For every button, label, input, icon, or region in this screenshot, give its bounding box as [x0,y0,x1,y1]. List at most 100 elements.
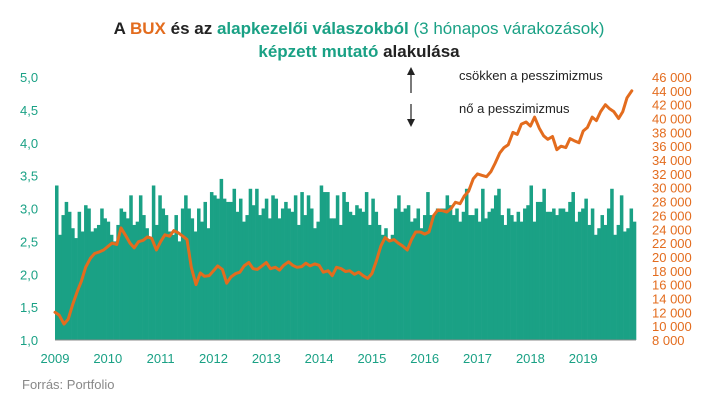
bar [587,224,592,340]
chart-title-line-2: képzett mutató alakulása [258,42,460,61]
title-part: A [114,19,130,38]
bar [222,198,227,340]
bar [552,208,556,340]
title-part: alapkezelői válaszokból [217,19,409,38]
bar [332,218,337,340]
right-tick-label: 32 000 [652,167,692,182]
bar [610,188,614,340]
bar [390,234,395,340]
left-tick-label: 4,5 [20,103,38,118]
bar [316,221,320,340]
bar [306,195,311,340]
bar [132,224,136,340]
right-tick-label: 24 000 [652,222,692,237]
right-tick-label: 40 000 [652,112,692,127]
bar [61,215,65,340]
bar [226,201,230,340]
bar [268,218,272,340]
bar [558,208,563,340]
right-tick-label: 42 000 [652,98,692,113]
bar [442,208,446,340]
pessimism-arrows [407,67,415,127]
right-tick-label: 26 000 [652,208,692,223]
bar [113,241,117,341]
bar [484,218,488,340]
bar [435,208,440,340]
bar [426,192,430,340]
bar [87,208,91,340]
bar [400,211,404,340]
bar [80,231,85,340]
bar [203,201,208,340]
right-tick-label: 34 000 [652,153,692,168]
x-tick-label: 2009 [41,351,70,366]
bar [364,192,369,340]
bar [93,228,98,340]
bar [329,218,333,340]
bar [555,215,559,340]
bar [584,198,588,340]
bar [594,234,598,340]
bar [167,231,172,340]
left-tick-label: 1,0 [20,333,38,348]
bar [474,208,479,340]
bar [129,195,133,340]
x-tick-label: 2014 [305,351,334,366]
bar [77,211,82,340]
x-axis-ticks: 2009 2010 2011 2012 2013 2014 2015 2016 2017 2018… [41,351,598,366]
bar [103,218,107,340]
right-tick-label: 28 000 [652,195,692,210]
bar [629,208,634,340]
bar [58,234,62,340]
right-tick-label: 22 000 [652,236,692,251]
bar [209,192,214,340]
bar [90,231,95,340]
bar [513,221,517,340]
bar [577,211,582,340]
bar [64,201,69,340]
bar [416,208,421,340]
bar [464,188,469,340]
title-part: képzett mutató [258,42,378,61]
bar [590,208,595,340]
bar [564,211,569,340]
bar [519,221,524,340]
bar [432,215,437,340]
right-tick-label: 10 000 [652,319,692,334]
bar [413,218,417,340]
bar [523,208,527,340]
bar [187,208,191,340]
bar [419,228,424,340]
bar [477,221,482,340]
bar [229,201,233,340]
bar [422,215,427,340]
bar [561,208,566,340]
bar [532,221,537,340]
bar [626,228,630,340]
bar [384,228,388,340]
bar [529,185,534,340]
bar [303,215,308,340]
bar [245,215,249,340]
bar [180,208,185,340]
bar [516,211,521,340]
bar [403,208,408,340]
bar [116,224,120,340]
bar [264,198,269,340]
bar [55,185,59,340]
bar [284,201,288,340]
left-tick-label: 5,0 [20,70,38,85]
bar [235,211,240,340]
bar [342,192,346,340]
bar [109,234,114,340]
bar [603,224,608,340]
bar [216,198,220,340]
bar [122,211,127,340]
right-tick-label: 18 000 [652,264,692,279]
bar [503,224,508,340]
bar [155,224,159,340]
left-tick-label: 1,5 [20,300,38,315]
bar [277,218,282,340]
bar [297,224,301,340]
bar [471,215,475,340]
